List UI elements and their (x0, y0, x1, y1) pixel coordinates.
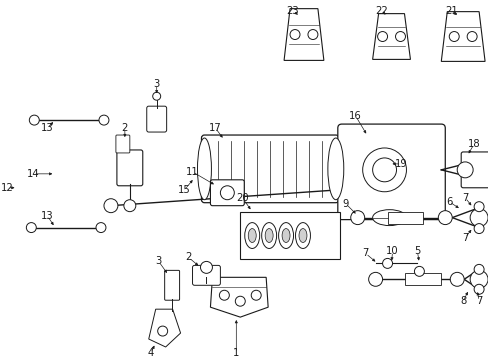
Circle shape (437, 211, 451, 225)
Ellipse shape (327, 138, 343, 200)
Circle shape (377, 32, 387, 41)
Text: 6: 6 (445, 197, 451, 207)
Text: 3: 3 (155, 256, 162, 266)
Text: 20: 20 (236, 193, 248, 203)
FancyBboxPatch shape (210, 180, 244, 206)
Text: 13: 13 (41, 211, 54, 221)
Text: 5: 5 (413, 247, 420, 256)
Text: 16: 16 (348, 111, 361, 121)
Circle shape (350, 211, 364, 225)
FancyBboxPatch shape (387, 212, 423, 224)
Text: 11: 11 (186, 167, 199, 177)
Circle shape (448, 32, 458, 41)
Ellipse shape (261, 222, 276, 248)
Circle shape (220, 186, 234, 200)
Circle shape (473, 264, 483, 274)
Circle shape (96, 222, 106, 233)
FancyBboxPatch shape (192, 265, 220, 285)
Text: 19: 19 (394, 159, 407, 169)
Circle shape (104, 199, 118, 213)
Circle shape (456, 162, 472, 178)
Circle shape (123, 200, 136, 212)
FancyBboxPatch shape (460, 152, 488, 188)
Circle shape (152, 92, 161, 100)
Text: 2: 2 (122, 123, 128, 133)
Circle shape (414, 266, 424, 276)
Polygon shape (440, 12, 484, 62)
Text: 22: 22 (374, 6, 387, 15)
Circle shape (219, 290, 229, 300)
FancyBboxPatch shape (405, 273, 440, 285)
Circle shape (289, 30, 299, 40)
FancyBboxPatch shape (164, 270, 179, 300)
Circle shape (251, 290, 261, 300)
FancyBboxPatch shape (116, 135, 130, 153)
Circle shape (362, 148, 406, 192)
Text: 4: 4 (147, 348, 154, 358)
FancyBboxPatch shape (201, 135, 338, 203)
Text: 9: 9 (342, 199, 348, 209)
FancyBboxPatch shape (146, 106, 166, 132)
FancyBboxPatch shape (337, 124, 445, 220)
FancyBboxPatch shape (117, 150, 142, 186)
Circle shape (469, 209, 487, 226)
Text: 17: 17 (208, 123, 222, 133)
Text: 12: 12 (1, 183, 14, 193)
Text: 3: 3 (153, 79, 160, 89)
Text: 7: 7 (362, 248, 368, 258)
Circle shape (395, 32, 405, 41)
Circle shape (382, 258, 392, 268)
Circle shape (235, 296, 245, 306)
Circle shape (157, 326, 167, 336)
Circle shape (469, 270, 487, 288)
Circle shape (473, 284, 483, 294)
Ellipse shape (244, 222, 259, 248)
Text: 14: 14 (27, 169, 40, 179)
Text: 15: 15 (178, 185, 190, 195)
Text: 7: 7 (461, 233, 468, 243)
Circle shape (200, 261, 212, 273)
Text: 10: 10 (386, 247, 398, 256)
Circle shape (368, 273, 382, 286)
Circle shape (466, 32, 476, 41)
Circle shape (99, 115, 109, 125)
Circle shape (473, 224, 483, 234)
Ellipse shape (278, 222, 293, 248)
Ellipse shape (372, 210, 406, 226)
Text: 18: 18 (467, 139, 480, 149)
Circle shape (26, 222, 36, 233)
Text: 7: 7 (475, 296, 481, 306)
Text: 2: 2 (185, 252, 191, 262)
Polygon shape (148, 309, 180, 347)
Text: 23: 23 (286, 6, 299, 15)
Circle shape (29, 115, 39, 125)
Ellipse shape (197, 138, 211, 200)
Ellipse shape (295, 222, 310, 248)
Text: 1: 1 (233, 348, 239, 358)
FancyBboxPatch shape (240, 212, 339, 260)
Ellipse shape (264, 229, 273, 243)
Polygon shape (284, 9, 323, 60)
Circle shape (473, 202, 483, 212)
Ellipse shape (282, 229, 289, 243)
FancyBboxPatch shape (192, 98, 473, 275)
Polygon shape (17, 112, 122, 260)
Ellipse shape (248, 229, 256, 243)
Text: 13: 13 (41, 123, 54, 133)
Text: 21: 21 (444, 6, 457, 15)
Ellipse shape (298, 229, 306, 243)
Circle shape (307, 30, 317, 40)
Circle shape (372, 158, 396, 182)
Circle shape (449, 273, 463, 286)
Text: 7: 7 (461, 193, 468, 203)
Polygon shape (372, 14, 409, 59)
Polygon shape (210, 277, 267, 317)
Text: 8: 8 (459, 296, 466, 306)
